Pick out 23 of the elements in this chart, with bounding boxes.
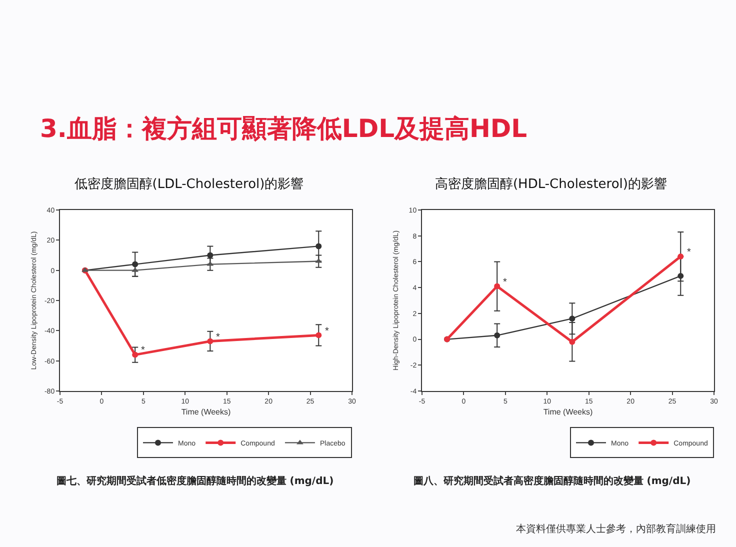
chart-title: 低密度膽固醇(LDL-Cholesterol)的影響 (74, 176, 304, 192)
x-axis-title: Time (Weeks) (181, 408, 231, 416)
annotation: * (325, 326, 329, 337)
point (132, 352, 138, 358)
annotation: * (687, 247, 691, 258)
point (678, 254, 684, 260)
annotation: * (141, 345, 145, 356)
point (569, 338, 576, 345)
annotation: * (503, 277, 507, 288)
point (207, 338, 214, 344)
point (316, 332, 322, 338)
chart-title: 高密度膽固醇(HDL-Cholesterol)的影響 (434, 176, 668, 192)
point (494, 332, 500, 338)
point (316, 243, 322, 250)
text: 圖七、研究期間受試者低密度膽固醇隨時間的改變量 (mg/dL) (55, 474, 335, 488)
point (494, 283, 500, 290)
text: 3.血脂：複方組可顯著降低LDL及提高HDL (40, 113, 528, 145)
text: 圖八、研究期間受試者高密度膽固醇隨時間的改變量 (mg/dL) (412, 474, 692, 488)
text: 本資料僅供專業人士參考，內部教育訓練使用 (516, 522, 716, 536)
x-axis-title: Time (Weeks) (543, 408, 593, 416)
point (569, 316, 576, 322)
point (207, 252, 214, 258)
annotation: * (216, 332, 220, 343)
